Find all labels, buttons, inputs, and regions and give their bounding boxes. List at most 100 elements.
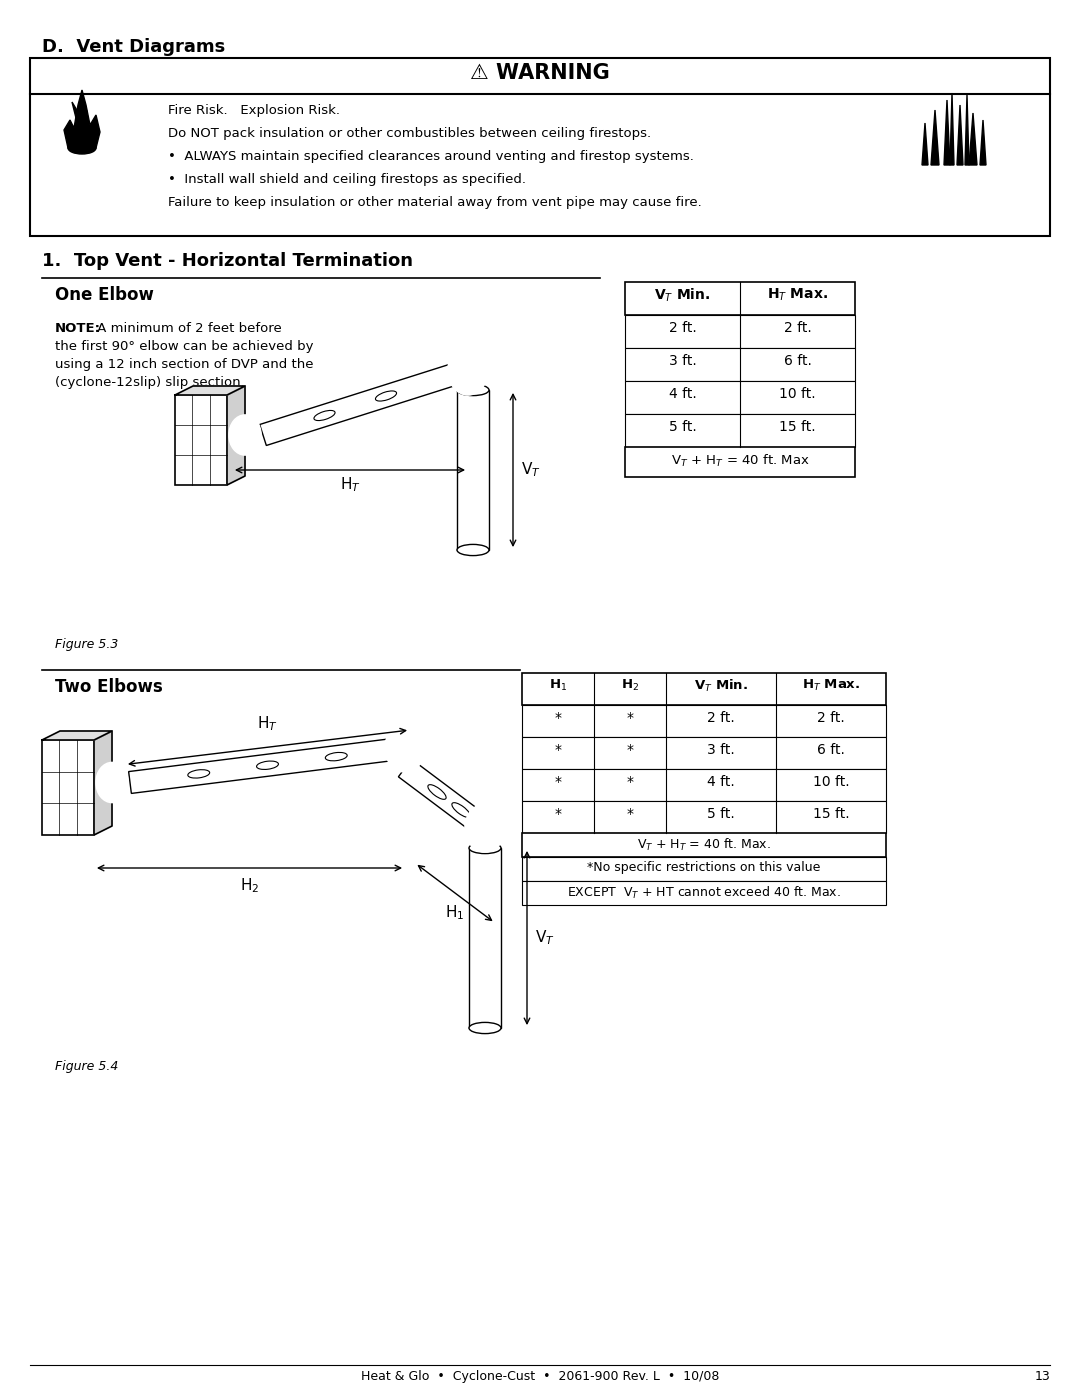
Bar — [625, 314, 855, 348]
Text: *: * — [554, 711, 562, 725]
Bar — [522, 738, 886, 768]
Text: H$_T$ Max.: H$_T$ Max. — [767, 286, 828, 303]
Polygon shape — [944, 101, 950, 165]
Text: V$_T$ Min.: V$_T$ Min. — [654, 286, 711, 305]
Ellipse shape — [469, 842, 501, 854]
Bar — [625, 348, 855, 381]
Text: D.  Vent Diagrams: D. Vent Diagrams — [42, 38, 226, 56]
Text: H$_2$: H$_2$ — [240, 876, 259, 894]
Polygon shape — [64, 89, 100, 148]
Text: 3 ft.: 3 ft. — [669, 353, 697, 367]
Ellipse shape — [384, 724, 426, 773]
Ellipse shape — [448, 345, 488, 395]
Polygon shape — [42, 731, 112, 740]
Bar — [625, 282, 855, 314]
Text: H$_1$: H$_1$ — [549, 678, 567, 693]
Ellipse shape — [469, 1023, 501, 1034]
Bar — [522, 856, 886, 882]
Bar — [522, 833, 886, 856]
Text: •  ALWAYS maintain specified clearances around venting and firestop systems.: • ALWAYS maintain specified clearances a… — [168, 149, 693, 163]
Text: 10 ft.: 10 ft. — [812, 775, 849, 789]
Text: 2 ft.: 2 ft. — [669, 321, 697, 335]
Text: 15 ft.: 15 ft. — [812, 807, 849, 821]
Text: 6 ft.: 6 ft. — [818, 743, 845, 757]
Text: EXCEPT  V$_T$ + HT cannot exceed 40 ft. Max.: EXCEPT V$_T$ + HT cannot exceed 40 ft. M… — [567, 886, 841, 901]
Text: ⚠ WARNING: ⚠ WARNING — [470, 63, 610, 82]
Text: V$_T$: V$_T$ — [521, 461, 541, 479]
Polygon shape — [94, 731, 112, 835]
Text: *: * — [626, 775, 634, 789]
Polygon shape — [931, 110, 939, 165]
Polygon shape — [175, 386, 245, 395]
Text: 2 ft.: 2 ft. — [707, 711, 734, 725]
Bar — [457, 390, 489, 550]
Bar — [522, 705, 886, 738]
Ellipse shape — [457, 384, 489, 395]
Polygon shape — [399, 759, 491, 837]
Text: 5 ft.: 5 ft. — [707, 807, 734, 821]
Text: 5 ft.: 5 ft. — [669, 420, 697, 434]
Text: (cyclone-12slip) slip section.: (cyclone-12slip) slip section. — [55, 376, 245, 388]
Ellipse shape — [102, 770, 122, 795]
Bar — [522, 800, 886, 833]
Polygon shape — [969, 113, 977, 165]
Polygon shape — [980, 120, 986, 165]
Text: •  Install wall shield and ceiling firestops as specified.: • Install wall shield and ceiling firest… — [168, 173, 526, 186]
Text: *: * — [554, 743, 562, 757]
Text: 2 ft.: 2 ft. — [784, 321, 811, 335]
Text: 4 ft.: 4 ft. — [707, 775, 734, 789]
Ellipse shape — [465, 805, 505, 852]
Ellipse shape — [229, 415, 261, 455]
Text: NOTE:: NOTE: — [55, 321, 102, 335]
Text: using a 12 inch section of DVP and the: using a 12 inch section of DVP and the — [55, 358, 313, 372]
Text: Do NOT pack insulation or other combustibles between ceiling firestops.: Do NOT pack insulation or other combusti… — [168, 127, 651, 140]
Text: H$_T$ Max.: H$_T$ Max. — [801, 678, 860, 693]
Ellipse shape — [455, 353, 481, 386]
Text: 10 ft.: 10 ft. — [779, 387, 815, 401]
Text: 2 ft.: 2 ft. — [818, 711, 845, 725]
Text: *: * — [554, 775, 562, 789]
Text: 3 ft.: 3 ft. — [707, 743, 734, 757]
Ellipse shape — [96, 763, 129, 802]
Bar — [522, 882, 886, 905]
Text: 4 ft.: 4 ft. — [669, 387, 697, 401]
Bar — [175, 395, 227, 485]
Text: One Elbow: One Elbow — [55, 286, 153, 305]
Polygon shape — [227, 386, 245, 485]
Bar — [625, 381, 855, 414]
Text: *: * — [626, 711, 634, 725]
Text: *No specific restrictions on this value: *No specific restrictions on this value — [588, 861, 821, 875]
Text: A minimum of 2 feet before: A minimum of 2 feet before — [93, 321, 282, 335]
Text: Figure 5.3: Figure 5.3 — [55, 638, 119, 651]
Text: *: * — [626, 743, 634, 757]
Polygon shape — [72, 98, 87, 117]
Bar — [30, 59, 1050, 236]
Text: 6 ft.: 6 ft. — [784, 353, 811, 367]
Bar — [469, 848, 501, 1028]
Text: Figure 5.4: Figure 5.4 — [55, 1060, 119, 1073]
Bar — [522, 768, 886, 800]
Polygon shape — [957, 105, 963, 165]
Text: Fire Risk.   Explosion Risk.: Fire Risk. Explosion Risk. — [168, 103, 340, 117]
Text: V$_T$ + H$_T$ = 40 ft. Max: V$_T$ + H$_T$ = 40 ft. Max — [671, 453, 809, 469]
Ellipse shape — [234, 422, 255, 448]
Polygon shape — [922, 123, 928, 165]
Text: H$_2$: H$_2$ — [621, 678, 639, 693]
Bar — [522, 673, 886, 705]
Ellipse shape — [392, 732, 418, 764]
Text: *: * — [626, 807, 634, 821]
Text: Failure to keep insulation or other material away from vent pipe may cause fire.: Failure to keep insulation or other mate… — [168, 196, 702, 210]
Ellipse shape — [472, 813, 498, 844]
Text: 1.  Top Vent - Horizontal Termination: 1. Top Vent - Horizontal Termination — [42, 251, 413, 270]
Polygon shape — [950, 94, 954, 165]
Bar — [625, 414, 855, 447]
Text: H$_T$: H$_T$ — [257, 714, 278, 733]
Text: H$_T$: H$_T$ — [339, 475, 361, 493]
Polygon shape — [966, 95, 969, 165]
Text: *: * — [554, 807, 562, 821]
Text: V$_T$ + H$_T$ = 40 ft. Max.: V$_T$ + H$_T$ = 40 ft. Max. — [637, 837, 771, 854]
Text: the first 90° elbow can be achieved by: the first 90° elbow can be achieved by — [55, 339, 313, 353]
Text: Heat & Glo  •  Cyclone-Cust  •  2061-900 Rev. L  •  10/08: Heat & Glo • Cyclone-Cust • 2061-900 Rev… — [361, 1370, 719, 1383]
Polygon shape — [259, 359, 471, 446]
Text: 13: 13 — [1035, 1370, 1050, 1383]
